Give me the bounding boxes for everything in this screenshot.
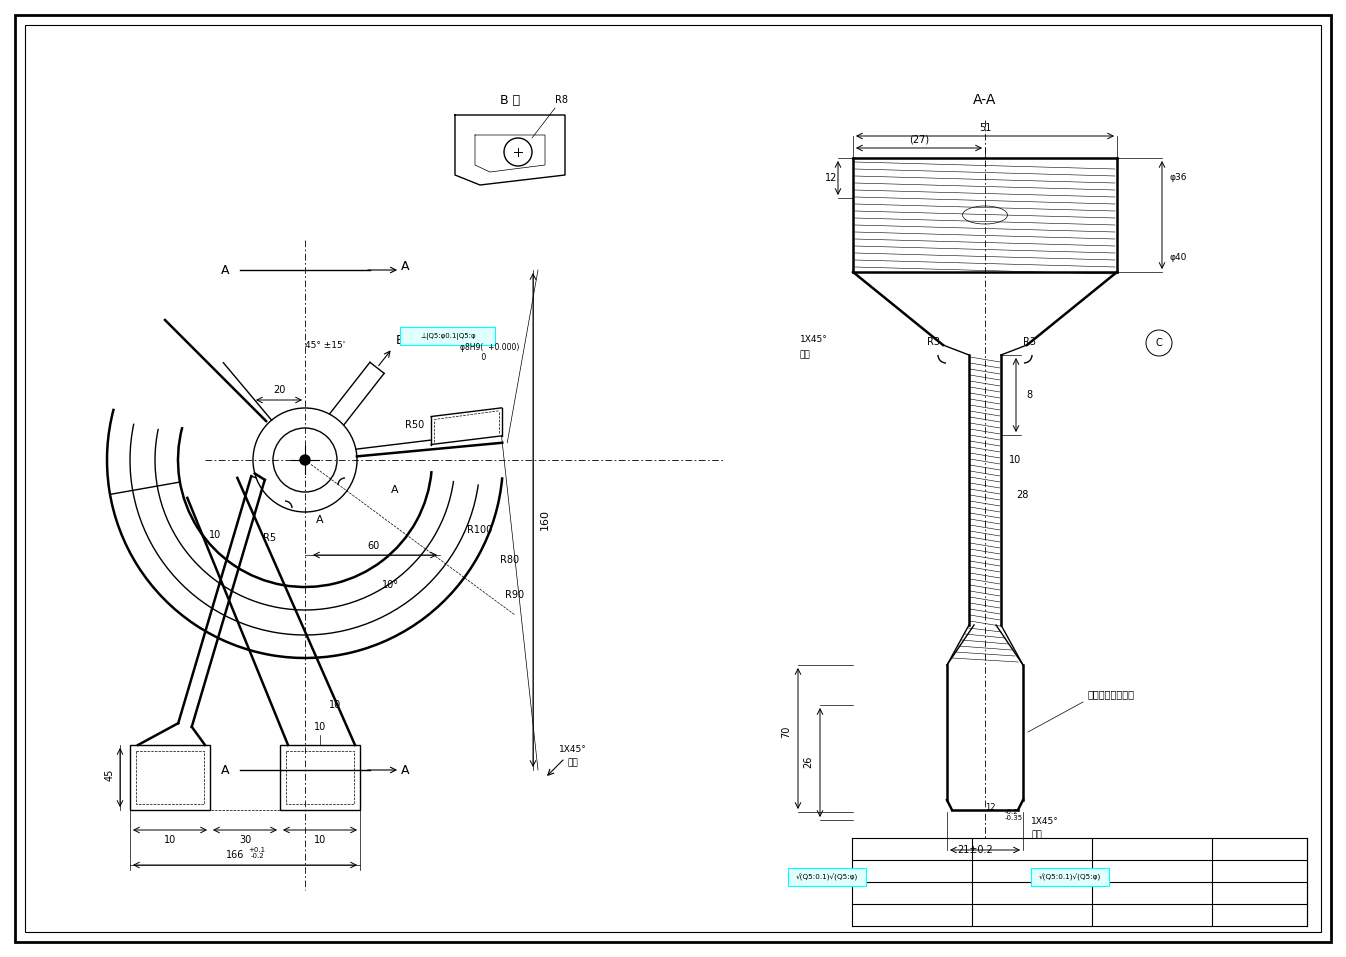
Text: 8: 8 [1026,390,1032,400]
Text: (27): (27) [909,135,929,145]
Text: 26: 26 [804,756,813,768]
Text: 70: 70 [781,725,791,738]
Bar [787,868,865,886]
Text: 1X45°: 1X45° [1031,817,1059,827]
Text: R3: R3 [926,337,940,347]
Text: A: A [221,764,229,776]
Text: A: A [221,263,229,277]
Text: 45: 45 [105,768,114,781]
Text: 20: 20 [273,385,285,395]
Text: A-A: A-A [973,93,996,107]
Bar [400,327,495,345]
Text: A: A [316,515,324,525]
Text: 10: 10 [314,722,326,732]
Text: R80: R80 [501,555,520,565]
Text: 10: 10 [1010,455,1022,465]
Bar [280,745,359,810]
Text: 所指表面高频淬火: 所指表面高频淬火 [1088,689,1135,699]
Bar [1031,868,1109,886]
Text: B 向: B 向 [499,94,520,106]
Text: 0: 0 [460,353,486,363]
Bar [285,751,354,804]
Text: 28: 28 [1016,490,1028,500]
Circle shape [300,455,310,465]
Text: R3: R3 [1023,337,1036,347]
Text: φ36: φ36 [1170,173,1187,183]
Text: 160: 160 [540,509,551,530]
Text: 10: 10 [209,530,221,540]
Bar [131,745,210,810]
Text: R5: R5 [264,533,276,543]
Text: √(Q5:0.1)√(Q5:φ): √(Q5:0.1)√(Q5:φ) [795,874,859,880]
Text: B: B [396,334,405,346]
Text: √(Q5:0.1)√(Q5:φ): √(Q5:0.1)√(Q5:φ) [1039,874,1101,880]
Text: -0.2
-0.35: -0.2 -0.35 [1005,809,1023,821]
Bar [136,751,205,804]
Text: 两端: 两端 [1031,831,1042,839]
Text: A: A [392,485,398,495]
Text: 30: 30 [238,835,252,845]
Text: R8: R8 [556,95,568,105]
Text: R90: R90 [506,590,525,600]
Text: 10: 10 [314,835,326,845]
Text: φ8H9(  +0.000): φ8H9( +0.000) [460,344,520,352]
Text: 两端: 两端 [800,350,810,360]
Text: ⊥|Q5:φ0.1|Q5:φ: ⊥|Q5:φ0.1|Q5:φ [420,332,476,340]
Text: 45° ±15': 45° ±15' [306,341,345,349]
Text: A: A [401,764,409,776]
Text: 60: 60 [367,541,380,551]
Text: 1X45°: 1X45° [559,746,587,754]
Text: C: C [1156,338,1163,348]
Text: 1X45°: 1X45° [800,336,828,345]
Text: 两端: 两端 [568,759,579,768]
Text: +0.1
-0.2: +0.1 -0.2 [249,847,265,859]
Text: 12: 12 [825,173,837,183]
Text: 10: 10 [164,835,176,845]
Text: R50: R50 [405,420,424,430]
Text: 12: 12 [985,804,995,812]
Text: A: A [401,260,409,274]
Text: R100: R100 [467,525,493,535]
Text: 10: 10 [328,700,341,710]
Text: 10°: 10° [381,580,398,590]
Text: 21±0.2: 21±0.2 [957,845,993,855]
Text: φ40: φ40 [1170,253,1187,261]
Text: 166: 166 [226,850,244,860]
Text: 51: 51 [979,123,991,133]
